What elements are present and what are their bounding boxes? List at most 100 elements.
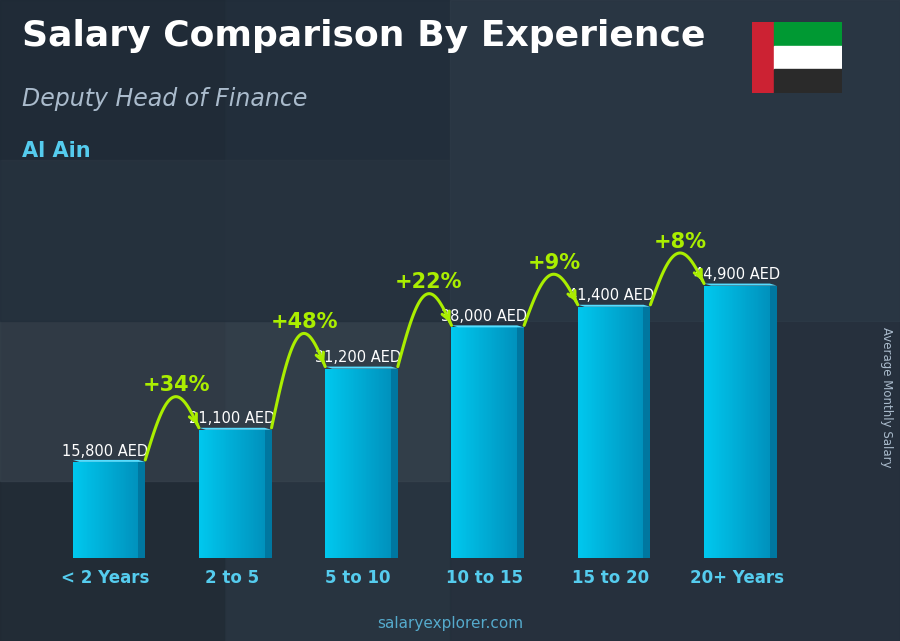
Bar	[212, 430, 213, 558]
Bar	[472, 328, 474, 558]
Bar	[76, 462, 77, 558]
Bar	[513, 328, 515, 558]
Bar	[764, 285, 766, 558]
Bar	[615, 307, 616, 558]
Bar	[219, 430, 220, 558]
Bar	[353, 369, 355, 558]
Bar	[763, 285, 765, 558]
Bar	[208, 430, 210, 558]
Bar	[221, 430, 223, 558]
Bar	[244, 430, 245, 558]
Bar	[202, 430, 203, 558]
Bar	[356, 369, 358, 558]
Bar	[236, 430, 238, 558]
Bar	[111, 462, 112, 558]
Bar	[86, 462, 87, 558]
Text: +9%: +9%	[527, 253, 580, 273]
Bar	[509, 328, 511, 558]
Bar	[453, 328, 454, 558]
Bar	[379, 369, 381, 558]
Bar	[500, 328, 501, 558]
Bar	[248, 430, 249, 558]
Bar	[120, 462, 122, 558]
Bar	[256, 430, 258, 558]
Bar	[461, 328, 463, 558]
Bar	[366, 369, 367, 558]
Bar	[637, 307, 638, 558]
Text: 31,200 AED: 31,200 AED	[315, 350, 401, 365]
Bar	[99, 462, 101, 558]
Bar	[581, 307, 583, 558]
Bar	[213, 430, 215, 558]
Bar	[642, 307, 643, 558]
Bar	[720, 285, 722, 558]
Bar	[579, 307, 580, 558]
Bar	[634, 307, 635, 558]
Bar	[119, 462, 121, 558]
Bar	[222, 430, 224, 558]
Bar	[336, 369, 338, 558]
Bar	[740, 285, 741, 558]
Bar	[332, 369, 333, 558]
Bar	[749, 285, 751, 558]
Polygon shape	[452, 326, 524, 328]
Bar	[74, 462, 76, 558]
Bar	[325, 369, 327, 558]
Bar	[774, 69, 842, 93]
Bar	[245, 430, 247, 558]
Text: 38,000 AED: 38,000 AED	[441, 309, 527, 324]
Bar	[767, 285, 769, 558]
Bar	[469, 328, 470, 558]
Bar	[207, 430, 209, 558]
Text: 15,800 AED: 15,800 AED	[62, 444, 148, 458]
Bar	[247, 430, 248, 558]
Bar	[356, 369, 357, 558]
Bar	[769, 285, 770, 558]
Bar	[220, 430, 221, 558]
Bar	[211, 430, 212, 558]
Bar	[90, 462, 91, 558]
Bar	[375, 369, 377, 558]
Bar	[730, 285, 732, 558]
Bar	[493, 328, 495, 558]
Bar	[586, 307, 587, 558]
Bar	[726, 285, 728, 558]
Bar	[607, 307, 608, 558]
Bar	[758, 285, 760, 558]
Bar	[117, 462, 119, 558]
Text: 21,100 AED: 21,100 AED	[189, 412, 274, 426]
Bar	[627, 307, 629, 558]
Bar	[97, 462, 99, 558]
Bar	[104, 462, 105, 558]
Bar	[131, 462, 133, 558]
Bar	[484, 328, 486, 558]
Bar	[728, 285, 729, 558]
Bar	[498, 328, 499, 558]
Bar	[110, 462, 111, 558]
Bar	[741, 285, 742, 558]
Bar	[640, 307, 641, 558]
Bar	[344, 369, 346, 558]
Polygon shape	[770, 285, 777, 558]
Bar	[716, 285, 717, 558]
Bar	[580, 307, 582, 558]
Bar	[495, 328, 497, 558]
Bar	[629, 307, 631, 558]
Bar	[717, 285, 719, 558]
Bar	[338, 369, 340, 558]
Bar	[486, 328, 487, 558]
Bar	[378, 369, 379, 558]
Polygon shape	[644, 307, 651, 558]
Bar	[706, 285, 707, 558]
Bar	[238, 430, 240, 558]
Bar	[128, 462, 130, 558]
Polygon shape	[325, 367, 398, 369]
Bar	[630, 307, 632, 558]
Polygon shape	[73, 460, 145, 462]
Bar	[476, 328, 478, 558]
Bar	[738, 285, 740, 558]
Bar	[458, 328, 460, 558]
Bar	[711, 285, 712, 558]
Bar	[752, 22, 774, 93]
Bar	[384, 369, 386, 558]
